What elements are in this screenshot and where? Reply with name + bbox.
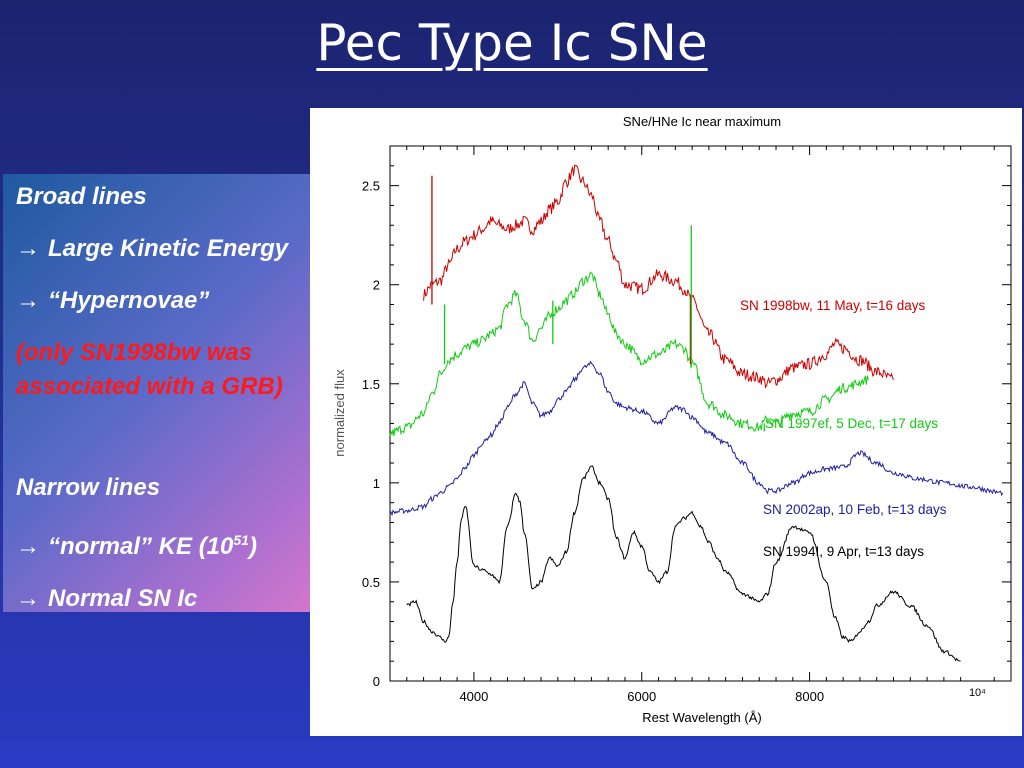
series-label: SN 2002ap, 10 Feb, t=13 days [763,502,947,517]
spectrum-line-2 [389,271,869,436]
chart-title: SNe/HNe Ic near maximum [623,114,781,129]
spectra-chart: SNe/HNe Ic near maximum 4000 6000 8000 10⁴ 0… [332,114,1012,725]
x-tick-label: 8000 [795,689,824,704]
spectrum-line-3 [389,360,1004,517]
broad-point-1-text: Large Kinetic Energy [48,235,289,262]
x-tick-label: 4000 [459,689,488,704]
slide-title: Pec Type Ic SNe [316,14,708,72]
arrow-icon: → [16,235,40,262]
text-panel: Broad lines → Large Kinetic Energy → “Hype… [3,174,351,612]
arrow-icon: → [16,585,40,612]
broad-point-2-text: “Hypernovae” [48,287,210,314]
plot-frame [389,145,1012,682]
arrow-icon: → [16,287,40,314]
x-tick-label-last: 10⁴ [969,687,986,699]
arrow-icon: → [16,533,40,560]
narrow-point-1-prefix: “normal” KE (10 [48,533,234,560]
broad-point-hypernovae: → “Hypernovae” [16,286,351,316]
grb-note-line-1: (only SN1998bw was [16,339,253,366]
narrow-point-2-text: Normal SN Ic [48,585,198,612]
spectra-figure: SNe/HNe Ic near maximum 4000 6000 8000 10⁴ 0… [310,108,1022,736]
broad-point-kinetic-energy: → Large Kinetic Energy [16,234,351,264]
series-label: SN 1994I, 9 Apr, t=13 days [763,544,924,559]
y-tick-label: 0 [373,674,380,689]
narrow-point-normal-sn: → Normal SN Ic [16,584,351,612]
y-tick-label: 2.5 [362,179,380,194]
y-tick-label: 1.5 [362,377,380,392]
narrow-point-1-suffix: ) [248,533,257,560]
y-tick-label: 1 [373,476,380,491]
narrow-point-1-exponent: 51 [233,532,249,548]
x-axis-label: Rest Wavelength (Å) [642,710,761,725]
x-tick-label: 6000 [627,689,656,704]
y-tick-label: 2 [373,278,380,293]
y-tick-label: 0.5 [362,575,380,590]
spectrum-line-1 [423,164,894,389]
grb-note-line-2: associated with a GRB) [16,373,283,400]
series-label: SN 1998bw, 11 May, t=16 days [740,298,925,313]
spectrum-line-4 [406,465,961,662]
y-axis-label: normalized flux [332,369,347,457]
series-label: SN 1997ef, 5 Dec, t=17 days [765,416,938,431]
narrow-point-normal-ke: → “normal” KE (1051) [16,525,351,562]
broad-lines-heading: Broad lines [16,183,147,210]
narrow-lines-heading: Narrow lines [16,474,161,501]
